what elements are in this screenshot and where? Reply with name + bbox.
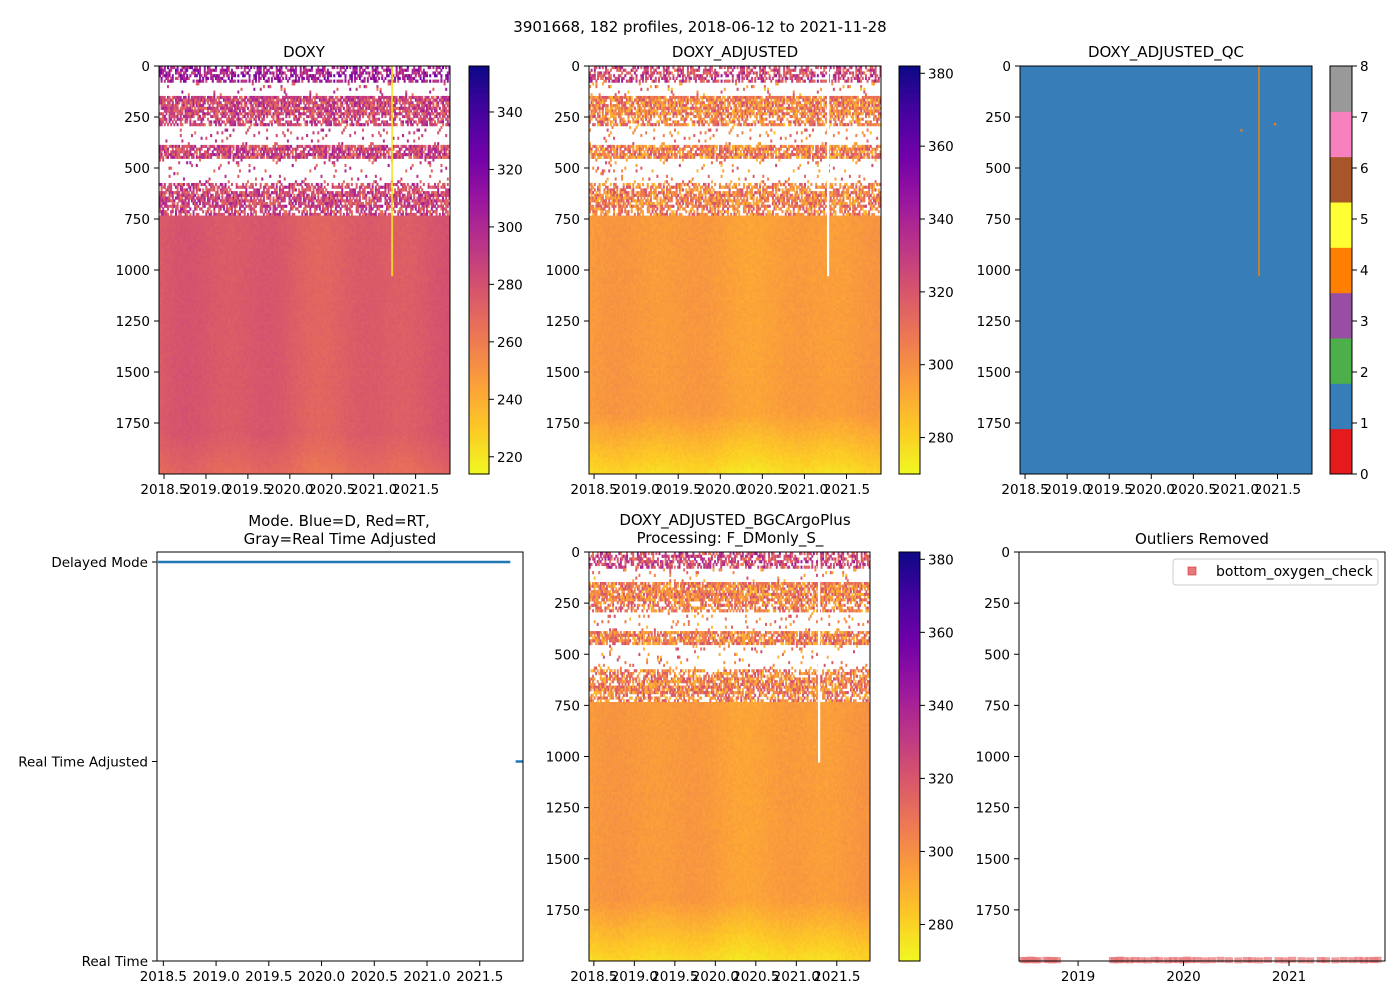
heatmap-cell	[161, 80, 163, 83]
heatmap-cell	[162, 120, 164, 123]
heatmap-cell	[161, 77, 163, 80]
figure: 3901668, 182 profiles, 2018-06-12 to 202…	[0, 0, 1400, 1000]
heatmap-cell	[162, 112, 164, 115]
heatmap-cell	[164, 69, 166, 72]
heatmap-cell	[161, 183, 163, 186]
heatmap-cell	[164, 101, 166, 104]
heatmap-cell	[161, 205, 163, 208]
heatmap-cell	[165, 120, 167, 123]
heatmap-cell	[165, 145, 167, 148]
heatmap-cell	[162, 71, 164, 74]
doxy-heatmap	[159, 66, 450, 474]
heatmap-cell	[165, 118, 167, 121]
heatmap-cell	[165, 112, 167, 115]
heatmap-cell	[161, 188, 163, 191]
heatmap-cell	[164, 194, 166, 197]
heatmap-cell	[164, 80, 166, 83]
heatmap-cell	[161, 123, 163, 126]
heatmap-cell	[164, 123, 166, 126]
heatmap-cell	[162, 156, 164, 159]
heatmap-cell	[164, 96, 166, 99]
heatmap-cell	[164, 115, 166, 118]
panel-doxy: DOXY 2018.52019.02019.52020.02020.52021.…	[116, 43, 523, 498]
heatmap-cell	[162, 207, 164, 210]
heatmap-cell	[165, 139, 167, 142]
heatmap-cell	[161, 150, 163, 153]
figure-suptitle: 3901668, 182 profiles, 2018-06-12 to 202…	[513, 18, 886, 36]
heatmap-cell	[161, 153, 163, 156]
heatmap-cell	[164, 186, 166, 189]
heatmap-cell	[164, 183, 166, 186]
heatmap-cell	[162, 158, 164, 161]
panel-doxy-title: DOXY	[283, 43, 326, 61]
